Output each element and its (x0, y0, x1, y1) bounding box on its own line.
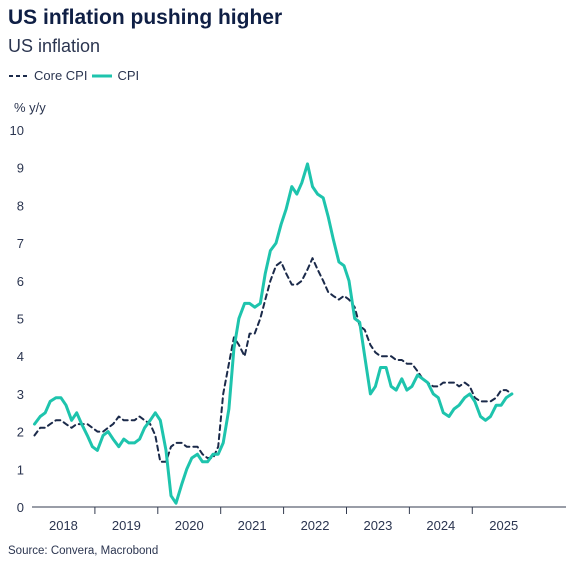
series-line-cpi (33, 162, 514, 505)
y-tick-label: 1 (17, 462, 24, 477)
legend-label-cpi: CPI (117, 68, 140, 83)
y-axis: % y/y 0 1 2 3 4 5 6 7 8 9 10 (10, 100, 47, 515)
y-tick-label: 0 (17, 500, 24, 515)
source-note: Source: Convera, Macrobond (8, 545, 159, 557)
x-tick-label: 2020 (175, 518, 204, 533)
legend-label-core-cpi: Core CPI (34, 68, 88, 83)
y-tick-label: 5 (17, 312, 24, 327)
legend-item-core-cpi: Core CPI (8, 68, 87, 83)
y-tick-label: 2 (17, 425, 24, 440)
series-lines (33, 162, 514, 505)
solid-line-swatch-icon (92, 74, 113, 77)
x-tick-label: 2025 (489, 518, 518, 533)
y-axis-title: % y/y (14, 100, 46, 115)
y-tick-label: 7 (17, 236, 24, 251)
x-tick-label: 2021 (238, 518, 267, 533)
y-tick-label: 4 (17, 349, 24, 364)
x-tick-label: 2023 (363, 518, 392, 533)
x-tick-label: 2022 (301, 518, 330, 533)
legend: Core CPI CPI (8, 68, 143, 83)
x-axis: 2018 2019 2020 2021 2022 2023 2024 2025 (32, 506, 566, 533)
y-tick-label: 10 (10, 123, 24, 138)
y-tick-label: 6 (17, 274, 24, 289)
y-tick-label: 3 (17, 387, 24, 402)
x-tick-label: 2024 (426, 518, 455, 533)
dashed-line-swatch-icon (9, 74, 29, 77)
legend-item-cpi: CPI (91, 68, 139, 83)
chart-subtitle: US inflation (8, 36, 101, 56)
x-tick-label: 2019 (112, 518, 141, 533)
y-tick-label: 8 (17, 198, 24, 213)
x-tick-label: 2018 (49, 518, 78, 533)
chart-title: US inflation pushing higher (8, 6, 283, 29)
y-tick-label: 9 (17, 161, 24, 176)
series-line-core-cpi (33, 257, 513, 463)
